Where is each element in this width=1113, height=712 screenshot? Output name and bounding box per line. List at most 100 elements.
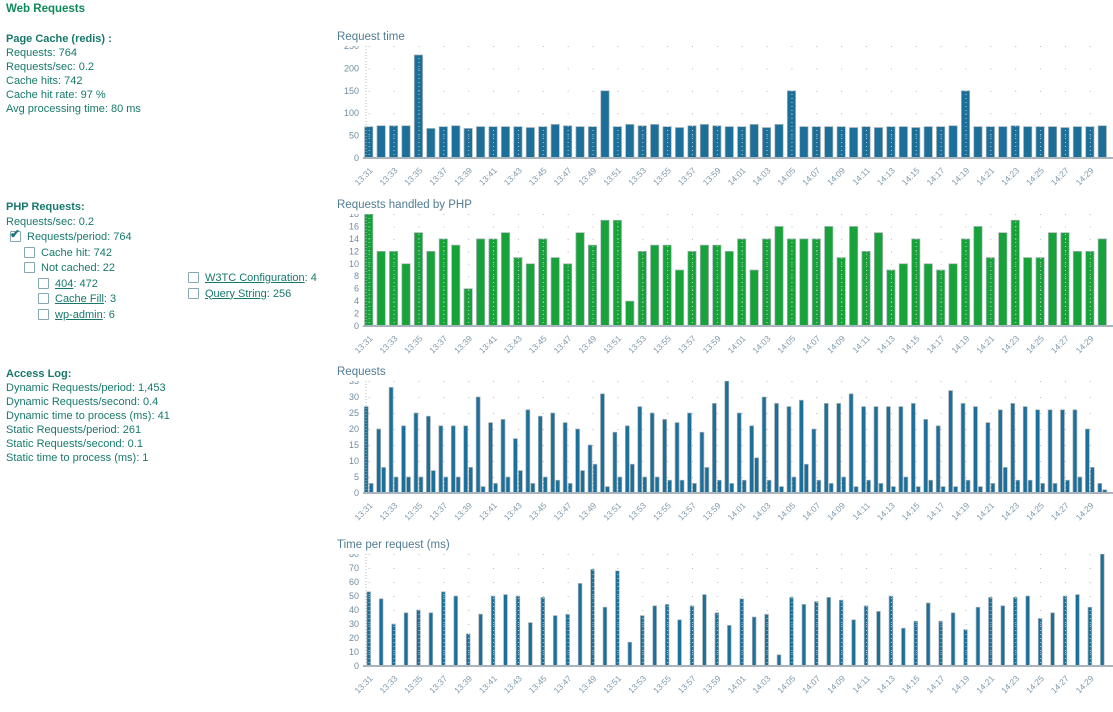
checkbox-value: : 22 — [96, 262, 116, 274]
svg-text:14:09: 14:09 — [825, 333, 847, 355]
svg-text:13:37: 13:37 — [427, 333, 449, 355]
wp-admin-link[interactable]: wp-admin — [55, 308, 103, 321]
svg-text:14:15: 14:15 — [900, 165, 922, 187]
cache-fill-link[interactable]: Cache Fill — [55, 293, 104, 305]
svg-text:14:11: 14:11 — [850, 165, 872, 187]
svg-text:13:47: 13:47 — [551, 165, 573, 187]
svg-text:14:21: 14:21 — [974, 673, 996, 695]
access-log-section: Access Log: Dynamic Requests/period: 1,4… — [6, 367, 170, 465]
svg-text:13:47: 13:47 — [551, 673, 573, 695]
svg-text:150: 150 — [344, 86, 359, 96]
svg-text:13:41: 13:41 — [477, 333, 499, 355]
svg-text:0: 0 — [354, 153, 359, 163]
svg-text:13:49: 13:49 — [576, 165, 598, 187]
svg-text:30: 30 — [349, 392, 359, 402]
svg-text:14:17: 14:17 — [924, 333, 946, 355]
not-cached-checkbox[interactable] — [24, 262, 35, 273]
stat-line: Requests/sec: 0.2 — [6, 61, 95, 73]
access-log-heading: Access Log: — [6, 368, 72, 380]
svg-text:40: 40 — [349, 605, 359, 615]
svg-text:13:57: 13:57 — [676, 500, 698, 522]
svg-text:14:29: 14:29 — [1074, 333, 1096, 355]
stat-line: Static Requests/second: 0.1 — [6, 438, 143, 450]
svg-text:15: 15 — [349, 440, 359, 450]
svg-text:14: 14 — [349, 234, 359, 244]
svg-text:14:17: 14:17 — [924, 673, 946, 695]
svg-text:14:13: 14:13 — [875, 673, 897, 695]
svg-text:14:09: 14:09 — [825, 500, 847, 522]
404-checkbox[interactable] — [38, 277, 49, 289]
svg-text:14:29: 14:29 — [1074, 165, 1096, 187]
svg-text:14:05: 14:05 — [775, 673, 797, 695]
w3tc-configuration-link[interactable]: W3TC Configuration — [205, 272, 305, 284]
stat-line: Requests/sec: 0.2 — [6, 216, 95, 228]
svg-text:13:45: 13:45 — [527, 165, 549, 187]
svg-text:0: 0 — [354, 661, 359, 671]
checkbox-row-wp-admin: wp-admin: 6 — [6, 308, 132, 324]
svg-text:80: 80 — [349, 554, 359, 559]
page-title: Web Requests — [6, 3, 86, 15]
query-string-link[interactable]: Query String — [205, 287, 267, 300]
checkbox-label: Not cached — [41, 262, 97, 274]
php-requests-heading: PHP Requests: — [6, 201, 85, 213]
svg-text:13:33: 13:33 — [377, 500, 399, 522]
svg-text:14:01: 14:01 — [726, 500, 748, 522]
stat-line: Cache hit rate: 97 % — [6, 89, 106, 101]
svg-text:13:45: 13:45 — [527, 500, 549, 522]
svg-text:250: 250 — [344, 46, 359, 51]
svg-text:14:29: 14:29 — [1074, 500, 1096, 522]
svg-text:13:51: 13:51 — [601, 500, 623, 522]
svg-text:13:55: 13:55 — [651, 673, 673, 695]
svg-text:10: 10 — [349, 456, 359, 466]
svg-text:14:27: 14:27 — [1049, 500, 1071, 522]
checkbox-row-query-string: Query String: 256 — [188, 287, 317, 303]
svg-text:14:15: 14:15 — [900, 500, 922, 522]
checkbox-row-cache-hit: Cache hit: 742 — [6, 246, 132, 262]
svg-text:13:55: 13:55 — [651, 333, 673, 355]
svg-text:13:35: 13:35 — [402, 165, 424, 187]
svg-text:5: 5 — [354, 472, 359, 482]
svg-text:35: 35 — [349, 381, 359, 386]
svg-text:8: 8 — [354, 271, 359, 281]
svg-text:14:13: 14:13 — [875, 333, 897, 355]
svg-text:14:01: 14:01 — [726, 673, 748, 695]
svg-text:100: 100 — [344, 108, 359, 118]
svg-text:14:19: 14:19 — [949, 333, 971, 355]
svg-text:13:39: 13:39 — [452, 333, 474, 355]
svg-text:14:27: 14:27 — [1049, 333, 1071, 355]
svg-text:14:03: 14:03 — [750, 500, 772, 522]
svg-text:13:55: 13:55 — [651, 500, 673, 522]
svg-text:4: 4 — [354, 296, 359, 306]
query-string-checkbox[interactable] — [188, 287, 199, 299]
svg-text:16: 16 — [349, 221, 359, 231]
checkbox-value: : 742 — [87, 246, 112, 259]
404-link[interactable]: 404 — [55, 277, 74, 290]
svg-text:13:53: 13:53 — [626, 500, 648, 522]
svg-text:50: 50 — [349, 591, 359, 601]
stat-line: Requests: 764 — [6, 47, 77, 59]
stat-line: Cache hits: 742 — [6, 75, 83, 87]
svg-text:13:59: 13:59 — [701, 165, 723, 187]
page-cache-section: Page Cache (redis) : Requests: 764 Reque… — [6, 32, 141, 116]
wp-admin-checkbox[interactable] — [38, 308, 49, 320]
requests-period-checkbox[interactable]: ✔ — [10, 228, 21, 242]
w3tc-configuration-checkbox[interactable] — [188, 272, 199, 283]
svg-text:13:31: 13:31 — [353, 333, 375, 355]
svg-text:13:53: 13:53 — [626, 333, 648, 355]
svg-text:13:31: 13:31 — [353, 165, 375, 187]
checkbox-row-cache-fill: Cache Fill: 3 — [6, 292, 132, 308]
svg-text:14:07: 14:07 — [800, 165, 822, 187]
svg-text:14:21: 14:21 — [974, 500, 996, 522]
requests-chart-plot: 0 5 10 15 20 25 30 35 13:31 13:33 13:35 13:37 13:39 1… — [337, 381, 1113, 539]
svg-text:0: 0 — [354, 488, 359, 498]
svg-text:25: 25 — [349, 408, 359, 418]
svg-text:14:23: 14:23 — [999, 673, 1021, 695]
svg-text:70: 70 — [349, 563, 359, 573]
time-per-request-chart: Time per request (ms) 0 10 20 30 40 50 60 70 80 1… — [337, 539, 1113, 712]
cache-hit-checkbox[interactable] — [24, 246, 35, 258]
checkbox-label: Cache hit — [41, 246, 88, 259]
svg-text:14:05: 14:05 — [775, 333, 797, 355]
svg-text:14:23: 14:23 — [999, 333, 1021, 355]
cache-fill-checkbox[interactable] — [38, 293, 49, 304]
svg-text:14:25: 14:25 — [1024, 165, 1046, 187]
